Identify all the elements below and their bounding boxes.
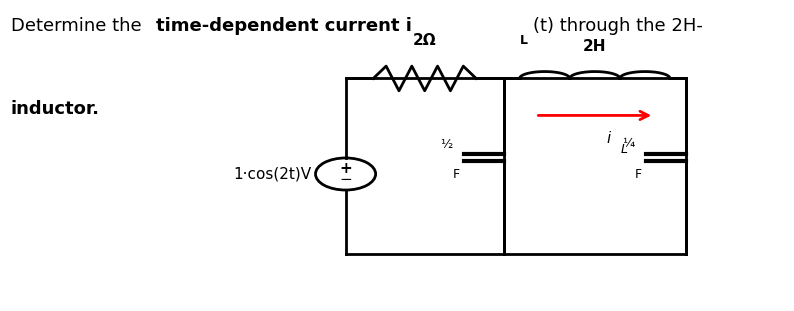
- Text: ¼: ¼: [622, 137, 634, 151]
- Text: L: L: [519, 34, 528, 47]
- Text: L: L: [621, 143, 628, 156]
- Text: −: −: [339, 172, 352, 187]
- Text: time-dependent current i: time-dependent current i: [156, 17, 411, 35]
- Text: 2H: 2H: [583, 39, 607, 54]
- Text: 1·cos(2t)V: 1·cos(2t)V: [233, 166, 311, 182]
- Text: F: F: [635, 168, 642, 180]
- Text: inductor.: inductor.: [11, 100, 100, 118]
- Text: i: i: [607, 131, 611, 146]
- Text: +: +: [339, 161, 352, 176]
- Text: (t) through the 2H-: (t) through the 2H-: [533, 17, 703, 35]
- Text: 2Ω: 2Ω: [413, 33, 437, 48]
- Text: ½: ½: [440, 137, 453, 151]
- Text: F: F: [453, 168, 461, 180]
- Text: Determine the: Determine the: [11, 17, 147, 35]
